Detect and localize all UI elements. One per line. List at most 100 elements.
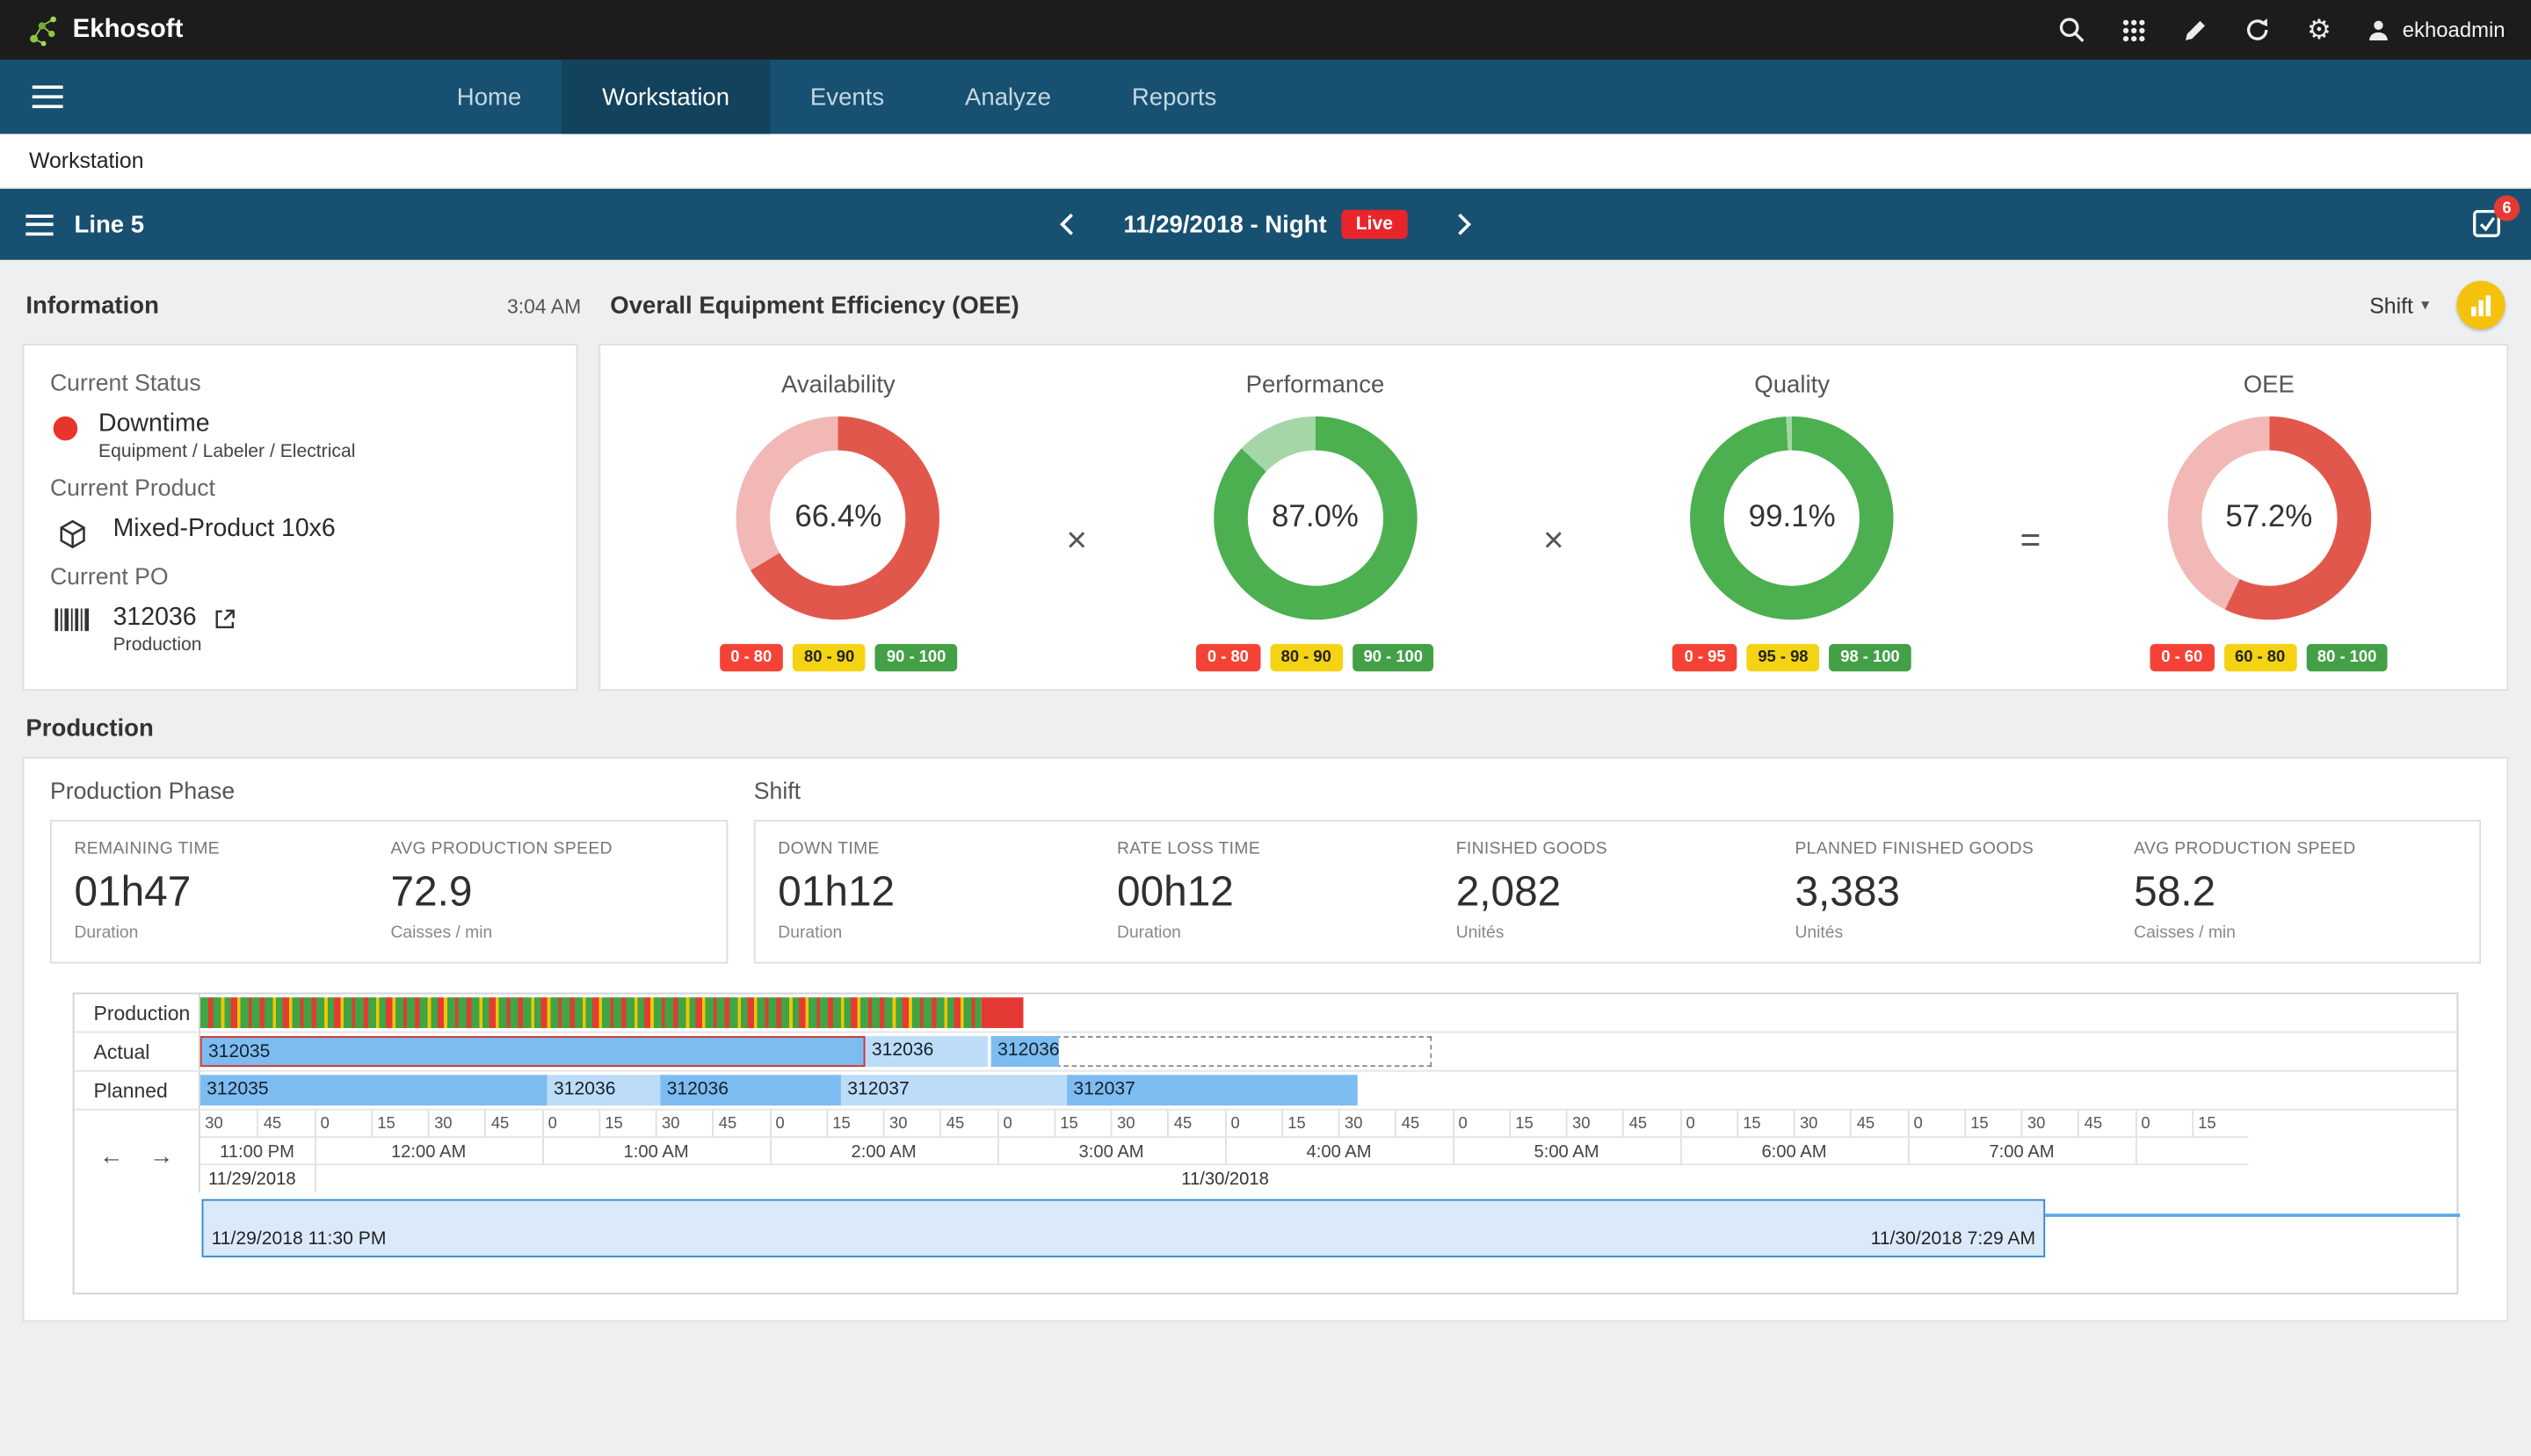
line-name: Line 5	[74, 210, 145, 238]
current-status-label: Current Status	[49, 371, 201, 397]
planned-po-bar[interactable]: 312037	[1067, 1075, 1358, 1106]
timeline-row-planned: Planned 312035 312036 312036 312037 312037	[74, 1071, 2457, 1111]
gear-icon[interactable]: ⚙	[2306, 14, 2332, 46]
axis-minute-tick: 45	[1395, 1110, 1452, 1137]
axis-minute-tick: 15	[825, 1110, 883, 1137]
timeline-row-production: Production	[74, 994, 2457, 1033]
bar-chart-icon	[2469, 294, 2492, 316]
current-time: 3:04 AM	[506, 294, 582, 317]
current-status-card: Current Status Downtime Equipment / Labe…	[22, 344, 578, 692]
range-badge: 80 - 100	[2306, 643, 2389, 672]
production-phase-title: Production Phase	[49, 779, 236, 806]
range-badge: 80 - 90	[793, 643, 867, 672]
equals-operator: =	[2020, 519, 2041, 561]
shift-dropdown[interactable]: Shift ▾	[2369, 293, 2430, 317]
nav-item-reports[interactable]: Reports	[1131, 83, 1217, 111]
next-shift-button[interactable]	[1449, 212, 1478, 237]
topbar-actions: ⚙ ekhoadmin	[2058, 14, 2506, 46]
axis-minute-tick: 15	[598, 1110, 656, 1137]
user-menu[interactable]: ekhoadmin	[2367, 18, 2506, 42]
axis-minute-tick: 30	[882, 1110, 940, 1137]
axis-minute-tick: 0	[1452, 1110, 1509, 1137]
axis-date-2: 11/30/2018	[314, 1165, 2135, 1193]
production-heading: Production	[25, 714, 154, 742]
tab-workstation[interactable]: Workstation	[29, 148, 144, 173]
nav-item-home[interactable]: Home	[456, 83, 522, 111]
time-range-selector[interactable]: 11/29/2018 11:30 PM 11/30/2018 7:29 AM	[201, 1199, 2046, 1257]
planned-po-bar[interactable]: 312036	[660, 1075, 841, 1106]
tasks-button[interactable]: 6	[2469, 195, 2520, 242]
tasks-check-icon	[2469, 206, 2505, 242]
shift-stats-card: DOWN TIME 01h12 Duration RATE LOSS TIME …	[753, 820, 2482, 964]
axis-minute-tick: 15	[1508, 1110, 1566, 1137]
actual-po-bar[interactable]: 312036	[990, 1036, 1060, 1068]
availability-donut: 66.4%	[736, 416, 940, 620]
axis-minute-tick: 45	[1622, 1110, 1679, 1137]
stat-avg-speed-shift: AVG PRODUCTION SPEED 58.2 Caisses / min	[2134, 839, 2356, 943]
axis-minute-tick: 0	[1679, 1110, 1737, 1137]
range-badge: 80 - 90	[1269, 643, 1343, 672]
axis-hour-cell: 4:00 AM	[1224, 1137, 1452, 1164]
open-po-icon[interactable]	[213, 606, 237, 631]
axis-minute-tick: 0	[1907, 1110, 1964, 1137]
actual-po-bar[interactable]: 312035	[199, 1036, 866, 1068]
axis-minute-tick: 30	[1565, 1110, 1623, 1137]
time-axis: 30 45 0 15 30 45 0 15 30 45 0 15 30 45 0 15 30 45 0 15 30 45 0…	[199, 1110, 2457, 1193]
chart-action-button[interactable]	[2456, 280, 2506, 330]
actual-po-bar[interactable]: 312036	[865, 1036, 989, 1068]
status-detail: Equipment / Labeler / Electrical	[98, 442, 356, 462]
nav-items: Home Workstation Events Analyze Reports	[417, 59, 1257, 134]
phase-stats-card: REMAINING TIME 01h47 Duration AVG PRODUC…	[49, 820, 729, 964]
product-box-icon	[54, 518, 92, 551]
pan-right-arrow[interactable]: →	[149, 1142, 174, 1170]
gauge-availability: Availability 66.4% 0 - 80 80 - 90 90 - 1…	[663, 371, 1014, 689]
axis-hour-cell: 7:00 AM	[1907, 1137, 2135, 1164]
axis-hour-cell: 1:00 AM	[541, 1137, 769, 1164]
current-product-label: Current Product	[49, 475, 215, 503]
axis-hour-cell: 2:00 AM	[769, 1137, 997, 1164]
production-activity-bar[interactable]	[981, 997, 1024, 1028]
line-menu-button[interactable]	[25, 214, 54, 235]
shift-title: Shift	[753, 779, 801, 806]
nav-item-events[interactable]: Events	[809, 83, 885, 111]
apps-grid-icon[interactable]	[2121, 17, 2147, 42]
axis-minute-tick: 45	[712, 1110, 769, 1137]
axis-minute-tick: 45	[1850, 1110, 1907, 1137]
planned-po-bar[interactable]: 312036	[547, 1075, 661, 1106]
shift-date-label: 11/29/2018 - Night	[1123, 210, 1327, 238]
production-timeline: Production Actual 312035 312036 312036 Pla…	[72, 992, 2461, 1295]
range-badge: 98 - 100	[1829, 643, 1911, 672]
refresh-icon[interactable]	[2244, 16, 2271, 43]
planned-po-bar[interactable]: 312035	[199, 1075, 548, 1106]
prev-shift-button[interactable]	[1053, 212, 1082, 237]
range-badge: 0 - 80	[1196, 643, 1260, 672]
range-start-label: 11/29/2018 11:30 PM	[211, 1229, 387, 1250]
nav-item-workstation[interactable]: Workstation	[562, 59, 771, 134]
pencil-icon[interactable]	[2183, 17, 2208, 42]
nav-item-analyze[interactable]: Analyze	[964, 83, 1052, 111]
axis-hour-cell: 12:00 AM	[314, 1137, 541, 1164]
main-menu-button[interactable]	[0, 60, 94, 134]
information-heading: Information	[25, 291, 159, 319]
range-badge: 0 - 60	[2150, 643, 2215, 672]
gauge-oee: OEE 57.2% 0 - 60 60 - 80 80 - 100	[2093, 371, 2445, 689]
stat-remaining-time: REMAINING TIME 01h47 Duration	[74, 839, 221, 943]
range-badge: 0 - 80	[719, 643, 784, 672]
pan-left-arrow[interactable]: ←	[98, 1142, 124, 1170]
oee-card: Availability 66.4% 0 - 80 80 - 90 90 - 1…	[598, 344, 2509, 692]
search-icon[interactable]	[2058, 16, 2085, 43]
brand-logo[interactable]: Ekhosoft	[25, 12, 183, 47]
main-nav: Home Workstation Events Analyze Reports	[0, 59, 2531, 134]
planned-po-bar[interactable]: 312037	[840, 1075, 1068, 1106]
axis-minute-tick: 0	[314, 1110, 371, 1137]
axis-minute-tick: 0	[2135, 1110, 2192, 1137]
axis-hour-cell: 3:00 AM	[997, 1137, 1224, 1164]
production-activity-bar[interactable]	[199, 997, 982, 1028]
po-type: Production	[112, 635, 202, 656]
cards-row: Current Status Downtime Equipment / Labe…	[0, 344, 2531, 692]
range-selector-zone: 11/29/2018 11:30 PM 11/30/2018 7:29 AM	[201, 1199, 2461, 1273]
timeline-pan-controls: ← →	[74, 1110, 200, 1193]
stat-finished-goods: FINISHED GOODS 2,082 Unités	[1455, 839, 1608, 943]
axis-minute-tick: 30	[2020, 1110, 2078, 1137]
axis-minute-tick: 15	[1963, 1110, 2021, 1137]
